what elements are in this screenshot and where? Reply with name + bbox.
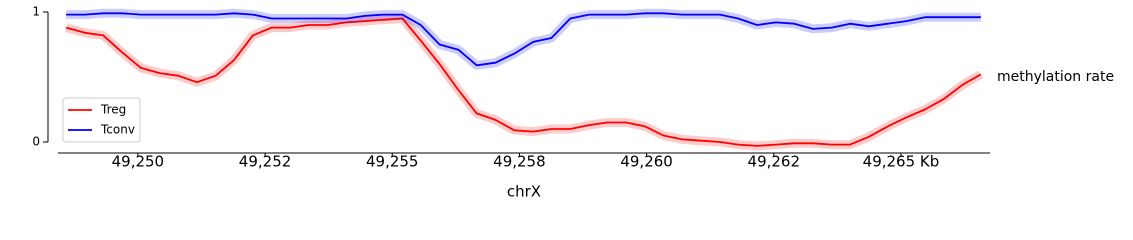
series-line [65, 17, 982, 147]
x-axis-label: chrX [507, 183, 541, 201]
x-tick-label: 49,260 [620, 153, 673, 171]
x-tick-label: 49,258 [493, 153, 546, 171]
confidence-band [66, 8, 981, 70]
y-tick-label: 0 [32, 135, 40, 149]
y-axis-label: methylation rate [997, 69, 1114, 85]
legend-label: Tconv [100, 123, 135, 137]
x-tick-label: 49,250 [112, 153, 165, 171]
x-tick-label: 49,255 [366, 153, 419, 171]
y-tick-label: 1 [32, 5, 40, 19]
legend-box [62, 97, 141, 143]
x-tick-label: 49,252 [239, 153, 292, 171]
x-tick-label: 49,262 [748, 153, 801, 171]
chart: chrX methylation rate 0 1 49,250 49,252 49,2… [32, 5, 1114, 201]
confidence-band [64, 14, 984, 151]
series-line [66, 12, 981, 67]
legend-label: Treg [100, 103, 126, 117]
x-tick-label: 49,265 Kb [863, 153, 940, 171]
